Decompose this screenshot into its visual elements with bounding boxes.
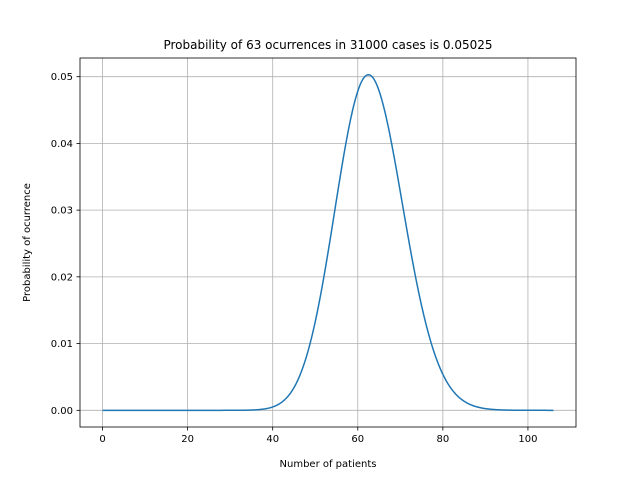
y-axis-label: Probability of ocurrence: [22, 183, 33, 302]
plot-series: [102, 73, 554, 412]
y-tick-label: 0.01: [51, 339, 73, 350]
y-tick-label: 0.00: [51, 406, 73, 417]
y-tick-label: 0.04: [51, 139, 73, 150]
x-tick-label: 0: [99, 434, 105, 445]
x-axis-label: Number of patients: [280, 459, 377, 470]
chart-title: Probability of 63 ocurrences in 31000 ca…: [163, 38, 492, 52]
x-tick-label: 60: [351, 434, 364, 445]
x-ticks: 0 20 40 60 80 100: [99, 427, 537, 445]
y-tick-label: 0.03: [51, 206, 73, 217]
plot-frame: [79, 57, 577, 428]
x-tick-label: 40: [266, 434, 279, 445]
x-tick-label: 20: [181, 434, 194, 445]
series-line-0: [102, 73, 554, 412]
x-tick-label: 80: [436, 434, 449, 445]
y-tick-label: 0.02: [51, 272, 73, 283]
y-ticks: 0.00 0.01 0.02 0.03 0.04 0.05: [51, 72, 80, 417]
x-tick-label: 100: [518, 434, 537, 445]
y-tick-label: 0.05: [51, 72, 73, 83]
